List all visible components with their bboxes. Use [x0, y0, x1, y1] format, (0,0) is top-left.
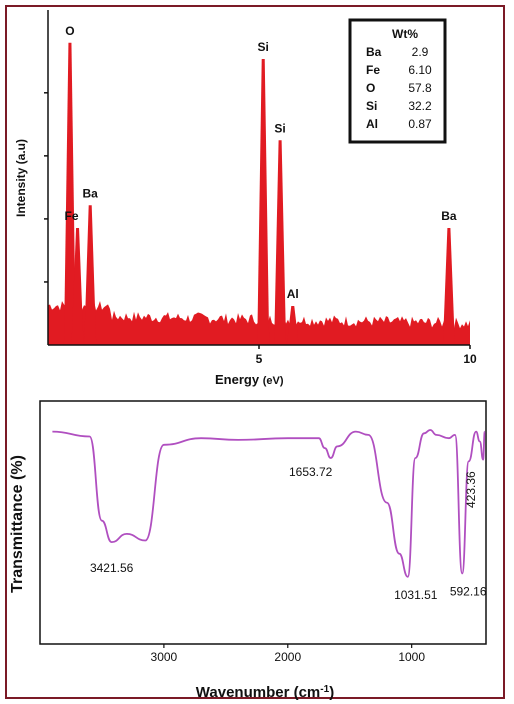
- ftir-series-line: [52, 429, 486, 578]
- eds-x-label-main: Energy: [215, 372, 260, 387]
- eds-peak-labels-layer: O Fe Ba Si Si Al Ba: [65, 24, 457, 301]
- ftir-x-ticks: 3000 2000 1000: [151, 644, 425, 664]
- eds-peak-o-0: [63, 42, 76, 345]
- inset-table-element-al: Al: [366, 117, 378, 131]
- eds-x-label-unit: (eV): [263, 375, 284, 387]
- ftir-x-label-main: Wavenumber (cm: [196, 684, 320, 701]
- ftir-x-tick-label-2000: 2000: [274, 650, 301, 664]
- inset-table-value-al: 0.87: [408, 117, 432, 131]
- inset-table-value-ba: 2.9: [412, 45, 429, 59]
- eds-peak-label-al-5: Al: [287, 287, 299, 301]
- eds-x-ticks: 5 10: [256, 345, 477, 366]
- inset-table-element-fe: Fe: [366, 63, 380, 77]
- eds-peak-label-o-0: O: [65, 24, 74, 38]
- eds-y-axis-label: Intensity (a.u): [14, 139, 28, 217]
- ftir-annotation-1: 1653.72: [289, 465, 333, 479]
- inset-table-element-si: Si: [366, 99, 377, 113]
- eds-peak-si-4: [274, 140, 287, 345]
- ftir-annotations: 3421.56 1653.72 1031.51 592.16 423.36: [90, 465, 487, 602]
- eds-peak-label-ba-6: Ba: [441, 209, 457, 223]
- eds-y-ticks: [44, 92, 48, 283]
- eds-x-axis-label: Energy (eV): [215, 372, 284, 387]
- inset-table-value-fe: 6.10: [408, 63, 432, 77]
- ftir-x-label-sup: -1: [320, 684, 329, 695]
- ftir-y-axis-label: Transmittance (%): [9, 455, 26, 593]
- ftir-x-axis-label: Wavenumber (cm-1): [196, 684, 334, 702]
- eds-x-tick-label-5: 5: [256, 352, 263, 366]
- eds-peak-label-si-4: Si: [274, 121, 285, 135]
- ftir-x-tick-label-1000: 1000: [398, 650, 425, 664]
- eds-spectrum-chart: O Fe Ba Si Si Al Ba 5 10 Intensity (a.u) Energy…: [14, 10, 477, 387]
- eds-peaks-layer: [48, 42, 470, 345]
- ftir-annotation-3: 592.16: [450, 585, 487, 599]
- eds-peak-fe-1: [71, 228, 84, 345]
- eds-peak-al-5: [286, 306, 299, 345]
- eds-peak-label-fe-1: Fe: [65, 209, 79, 223]
- ftir-x-tick-label-3000: 3000: [151, 650, 178, 664]
- eds-peak-si-3: [257, 59, 270, 345]
- ftir-annotation-4: 423.36: [464, 471, 478, 508]
- eds-x-tick-label-10: 10: [463, 352, 477, 366]
- ftir-annotation-0: 3421.56: [90, 561, 134, 575]
- ftir-plot-box: [39, 400, 487, 645]
- inset-table-element-ba: Ba: [366, 45, 382, 59]
- figure-frame: [5, 5, 505, 699]
- eds-inset-table: Wt% Ba 2.9 Fe 6.10 O 57.8 Si 32.2 Al 0.87: [348, 18, 447, 144]
- ftir-annotation-2: 1031.51: [394, 588, 438, 602]
- inset-table-value-si: 32.2: [408, 99, 432, 113]
- eds-peak-ba-2: [84, 205, 97, 345]
- inset-table-header: Wt%: [392, 27, 418, 41]
- eds-peak-label-ba-2: Ba: [83, 186, 99, 200]
- inset-table-value-o: 57.8: [408, 81, 432, 95]
- ftir-x-label-close: ): [329, 684, 334, 701]
- inset-table-element-o: O: [366, 81, 375, 95]
- eds-peak-label-si-3: Si: [258, 40, 269, 54]
- inset-table-border: [348, 18, 447, 144]
- eds-peak-ba-6: [442, 228, 455, 345]
